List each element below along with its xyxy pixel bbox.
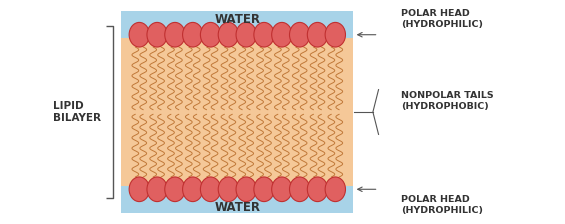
Bar — [121, 38, 353, 185]
Ellipse shape — [272, 177, 292, 202]
Ellipse shape — [272, 22, 292, 47]
Ellipse shape — [129, 22, 150, 47]
Ellipse shape — [307, 177, 328, 202]
Ellipse shape — [218, 22, 238, 47]
Text: WATER: WATER — [214, 201, 260, 214]
Text: POLAR HEAD
(HYDROPHILIC): POLAR HEAD (HYDROPHILIC) — [401, 195, 483, 215]
Ellipse shape — [325, 177, 345, 202]
Ellipse shape — [147, 177, 167, 202]
Text: NONPOLAR TAILS
(HYDROPHOBIC): NONPOLAR TAILS (HYDROPHOBIC) — [401, 91, 494, 110]
Ellipse shape — [182, 22, 203, 47]
Ellipse shape — [236, 177, 257, 202]
Text: LIPID
BILAYER: LIPID BILAYER — [53, 101, 101, 123]
Ellipse shape — [129, 177, 150, 202]
Ellipse shape — [325, 22, 345, 47]
Ellipse shape — [236, 22, 257, 47]
Ellipse shape — [254, 177, 274, 202]
Ellipse shape — [201, 22, 221, 47]
Ellipse shape — [165, 177, 185, 202]
Bar — [121, 11, 353, 213]
Ellipse shape — [307, 22, 328, 47]
Ellipse shape — [289, 177, 310, 202]
Text: POLAR HEAD
(HYDROPHILIC): POLAR HEAD (HYDROPHILIC) — [401, 9, 483, 29]
Ellipse shape — [165, 22, 185, 47]
Text: WATER: WATER — [214, 13, 260, 26]
Ellipse shape — [201, 177, 221, 202]
Ellipse shape — [254, 22, 274, 47]
Ellipse shape — [147, 22, 167, 47]
Ellipse shape — [182, 177, 203, 202]
Ellipse shape — [218, 177, 238, 202]
Ellipse shape — [289, 22, 310, 47]
